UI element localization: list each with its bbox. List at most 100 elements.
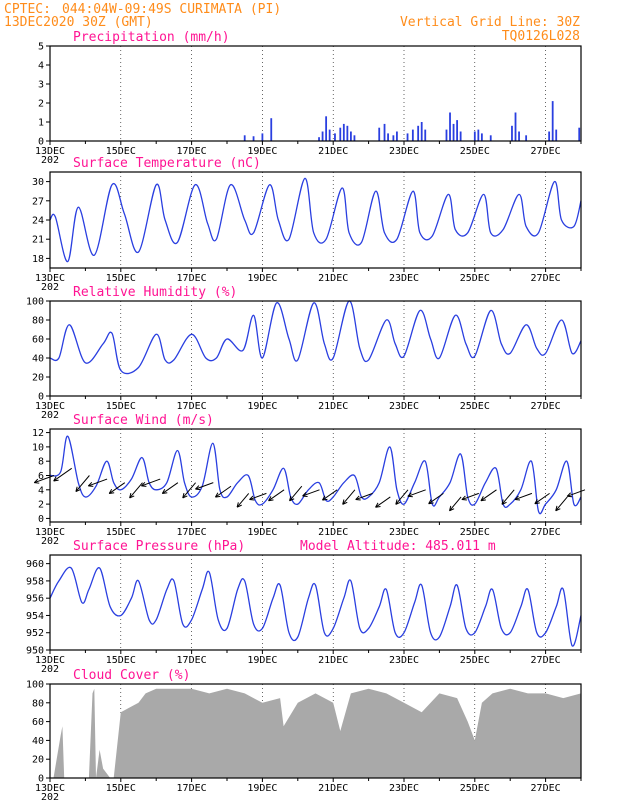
precip-bar (525, 135, 528, 141)
x-tick-label: 19DEC (247, 655, 277, 666)
x-cut-label: 202 (41, 155, 59, 166)
wind-arrow-head (449, 508, 455, 512)
wind-arrow-head (215, 495, 221, 498)
wind-arrow-shaft (566, 489, 586, 497)
header-model-code: TQ0126L028 (502, 29, 580, 44)
wind-arrow-head (480, 496, 484, 501)
y-tick-label: 6 (38, 471, 44, 482)
wind-arrow-head (514, 499, 521, 501)
precip-bar (342, 123, 345, 141)
wind-arrow-head (302, 492, 307, 497)
x-tick-label: 21DEC (318, 655, 348, 666)
precip-bar (411, 129, 414, 141)
y-tick-label: 60 (32, 717, 44, 728)
wind-vector (514, 492, 533, 501)
y-tick-label: 0 (38, 392, 44, 403)
wind-arrow-head (407, 492, 412, 497)
y-tick-label: 1 (38, 118, 44, 129)
wind-arrow-head (375, 505, 381, 508)
x-tick-label: 17DEC (177, 783, 207, 794)
x-tick-label: 13DEC (35, 401, 65, 412)
precip-bar (270, 118, 273, 141)
wind-arrow-head (375, 502, 379, 508)
panel-title: Surface Pressure (hPa) (73, 539, 245, 554)
precip-bar (378, 127, 381, 141)
wind-arrow-head (109, 492, 115, 495)
wind-vector (534, 492, 550, 505)
x-cut-label: 202 (41, 536, 59, 547)
wind-arrow-shaft (342, 489, 356, 505)
wind-arrow-head (268, 496, 272, 501)
precip-bar (406, 133, 409, 141)
panel-title: Surface Wind (m/s) (73, 413, 214, 428)
x-cut-label: 202 (41, 282, 59, 293)
x-tick-label: 23DEC (389, 527, 419, 538)
header-run: 13DEC2020 30Z (GMT) (4, 15, 153, 30)
wind-arrow-head (108, 488, 113, 494)
wind-arrow-head (534, 499, 538, 504)
precip-bar (489, 135, 492, 141)
wind-vector (355, 492, 373, 501)
wind-arrow-head (268, 499, 274, 502)
panel-rh: 0 20 40 60 80 100 13DEC 15DEC 17DEC 19DEC 21DEC 23D… (26, 285, 582, 421)
x-tick-label: 23DEC (389, 655, 419, 666)
y-tick-label: 8 (38, 457, 44, 468)
wind-arrow-head (302, 495, 308, 497)
plot-frame (49, 683, 582, 779)
wind-arrow-shaft (268, 489, 285, 502)
wind-arrow-shaft (195, 482, 214, 490)
precip-bar (424, 129, 427, 141)
wind-arrow-head (75, 489, 81, 493)
y-tick-label: 0 (38, 514, 44, 525)
wind-arrow-shaft (108, 482, 126, 494)
x-tick-label: 25DEC (460, 655, 490, 666)
wind-arrow-shaft (53, 467, 72, 482)
panel-precip: 0 1 2 3 4 5 13DEC 15DEC 17DEC 19DEC 21DEC 23DEC 25DE… (35, 30, 582, 166)
wind-arrow-head (162, 492, 168, 495)
header-source: CPTEC: (4, 2, 51, 17)
x-cut-label: 202 (41, 664, 59, 675)
x-tick-label: 15DEC (106, 527, 136, 538)
wind-arrow-head (161, 488, 166, 494)
y-tick-label: 5 (38, 42, 44, 53)
precip-bar (328, 129, 331, 141)
precip-bar (417, 125, 420, 141)
wind-line (49, 435, 582, 515)
x-tick-label: 21DEC (318, 401, 348, 412)
wind-arrow-head (182, 495, 188, 499)
wind-vector (87, 478, 108, 487)
wind-arrow-head (355, 499, 361, 501)
precip-bar (548, 131, 551, 141)
plot-frame (49, 554, 582, 651)
wind-arrow-head (322, 495, 326, 501)
x-tick-label: 19DEC (247, 783, 277, 794)
wind-arrow-shaft (322, 489, 338, 501)
wind-arrow-head (75, 486, 78, 492)
precip-bar (420, 122, 423, 141)
plot-frame (49, 300, 582, 397)
precip-bar (511, 125, 513, 141)
wind-vector (161, 482, 179, 495)
y-tick-label: 40 (32, 736, 44, 747)
wind-arrow-head (461, 499, 467, 501)
header-location: 044:04W-09:49S CURIMATA (PI) (62, 2, 281, 17)
wind-vector (375, 496, 391, 508)
wind-vector (75, 475, 90, 493)
wind-arrow-head (555, 505, 558, 511)
plot-frame (49, 45, 582, 142)
wind-arrow-head (236, 504, 242, 508)
x-tick-label: 21DEC (318, 527, 348, 538)
wind-arrow-head (88, 485, 94, 487)
model-altitude-label: Model Altitude: 485.011 m (300, 539, 496, 554)
y-tick-label: 18 (32, 254, 44, 265)
wind-arrow-shaft (129, 482, 143, 499)
wind-vector (566, 489, 586, 498)
x-tick-label: 15DEC (106, 273, 136, 284)
precip-bar (396, 131, 398, 141)
wind-vector (407, 489, 426, 498)
wind-vector (449, 496, 462, 512)
precip-bar (392, 135, 395, 141)
x-tick-label: 25DEC (460, 273, 490, 284)
x-tick-label: 23DEC (389, 146, 419, 157)
